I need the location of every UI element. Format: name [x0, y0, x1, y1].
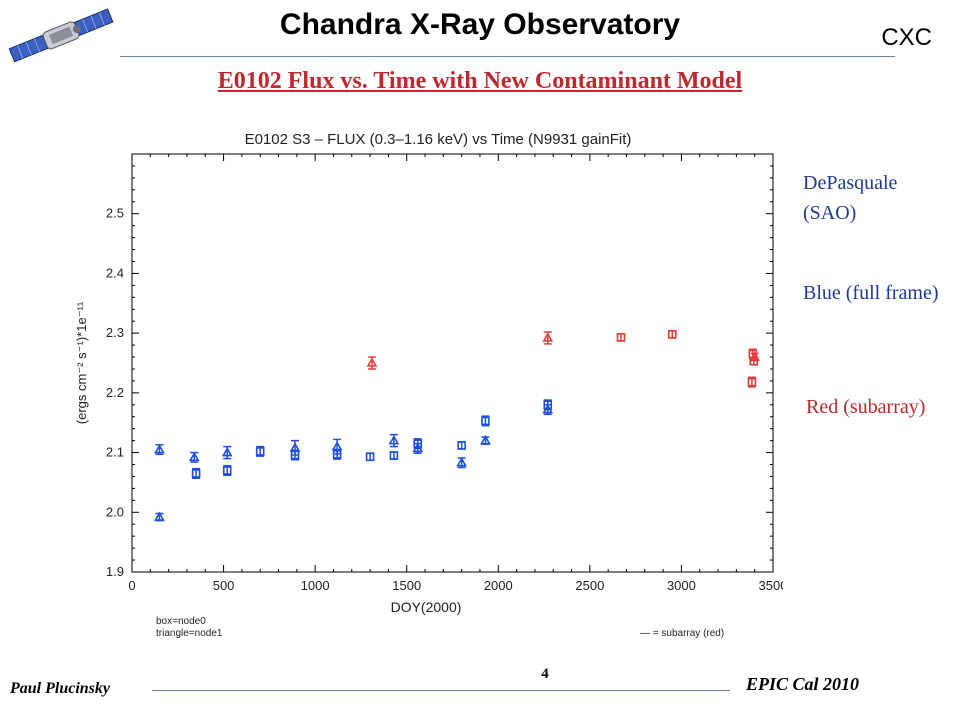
- data-point: [457, 441, 466, 450]
- y-axis-label: (ergs cm⁻² s⁻¹)*1e⁻¹¹: [74, 301, 89, 424]
- data-point: [188, 451, 200, 463]
- y-tick-label: 2.2: [106, 385, 124, 400]
- triangle-marker: [749, 351, 761, 361]
- data-point: [389, 451, 399, 460]
- x-tick-label: 3000: [667, 578, 696, 593]
- data-point: [331, 438, 343, 455]
- data-point: [365, 452, 375, 462]
- triangle-marker: [154, 511, 165, 521]
- square-marker: [481, 416, 490, 426]
- data-point: [289, 439, 301, 456]
- data-point: [542, 403, 554, 416]
- data-point: [481, 415, 490, 427]
- triangle-marker: [366, 357, 378, 367]
- legend-note-subarray: — = subarray (red): [640, 628, 724, 639]
- x-tick-label: 2500: [575, 578, 604, 593]
- y-tick-label: 2.4: [106, 265, 124, 280]
- data-point: [412, 442, 424, 454]
- square-marker: [667, 330, 677, 339]
- square-marker: [365, 452, 375, 462]
- triangle-marker: [188, 451, 200, 462]
- triangle-marker: [480, 435, 491, 445]
- square-marker: [222, 466, 232, 475]
- legend-note-box: box=node0: [156, 616, 206, 627]
- triangle-marker: [289, 442, 301, 452]
- data-point: [667, 330, 677, 339]
- triangle-marker: [542, 332, 554, 342]
- data-point: [222, 464, 232, 477]
- data-point: [191, 467, 201, 479]
- axis-ticks: 0 500 1000 1500 2000 2500 3000 3500 1.9 2.0 2.1 2.2…: [106, 154, 783, 593]
- page-number: 4: [541, 666, 549, 682]
- slide-title: E0102 Flux vs. Time with New Contaminant…: [217, 68, 743, 94]
- triangle-marker: [154, 443, 165, 454]
- square-marker: [457, 441, 466, 450]
- y-tick-label: 1.9: [106, 564, 124, 579]
- header-divider: [120, 56, 895, 57]
- triangle-marker: [542, 403, 554, 414]
- red-series-note: Red (subarray): [806, 396, 926, 418]
- data-point: [388, 433, 400, 448]
- legend-note-triangle: triangle=node1: [156, 628, 223, 639]
- triangle-marker: [456, 457, 468, 467]
- data-point: [255, 445, 265, 457]
- data-point: [221, 445, 233, 460]
- x-tick-label: 500: [213, 578, 235, 593]
- footer-event: EPIC Cal 2010: [746, 674, 860, 694]
- triangle-marker: [221, 446, 233, 457]
- header-title: Chandra X-Ray Observatory: [279, 8, 681, 41]
- flux-vs-time-chart: E0102 S3 – FLUX (0.3–1.16 keV) vs Time (…: [68, 120, 783, 650]
- footer-divider: [152, 690, 730, 691]
- data-point: [747, 376, 757, 388]
- x-tick-label: 3500: [759, 578, 783, 593]
- triangle-marker: [388, 435, 400, 445]
- data-point: [154, 511, 165, 522]
- plot-frame: [131, 153, 774, 573]
- data-point: [480, 435, 491, 445]
- footer-author: Paul Plucinsky: [10, 680, 111, 697]
- x-tick-label: 2000: [484, 578, 513, 593]
- square-marker: [389, 451, 399, 460]
- y-tick-label: 2.5: [106, 206, 124, 221]
- triangle-marker: [412, 442, 424, 453]
- square-marker: [255, 447, 265, 456]
- data-point: [749, 351, 761, 362]
- x-tick-label: 0: [128, 578, 135, 593]
- blue-series-note: Blue (full frame): [803, 282, 939, 304]
- y-tick-label: 2.3: [106, 325, 124, 340]
- author-note: DePasquale (SAO): [803, 172, 898, 224]
- y-tick-label: 2.0: [106, 504, 124, 519]
- chandra-satellite-logo: [8, 8, 114, 63]
- y-tick-label: 2.1: [106, 445, 124, 460]
- data-point: [366, 356, 378, 370]
- data-marks: [154, 330, 761, 522]
- data-point: [542, 331, 554, 345]
- square-marker: [747, 377, 757, 387]
- data-point: [456, 457, 468, 469]
- x-tick-label: 1000: [301, 578, 330, 593]
- data-point: [616, 332, 626, 342]
- triangle-marker: [331, 440, 343, 451]
- x-tick-label: 1500: [392, 578, 421, 593]
- chart-title: E0102 S3 – FLUX (0.3–1.16 keV) vs Time (…: [245, 131, 632, 148]
- square-marker: [191, 469, 201, 478]
- data-point: [154, 443, 165, 456]
- x-axis-label: DOY(2000): [391, 599, 462, 615]
- square-marker: [616, 333, 626, 342]
- org-label: CXC: [881, 24, 932, 51]
